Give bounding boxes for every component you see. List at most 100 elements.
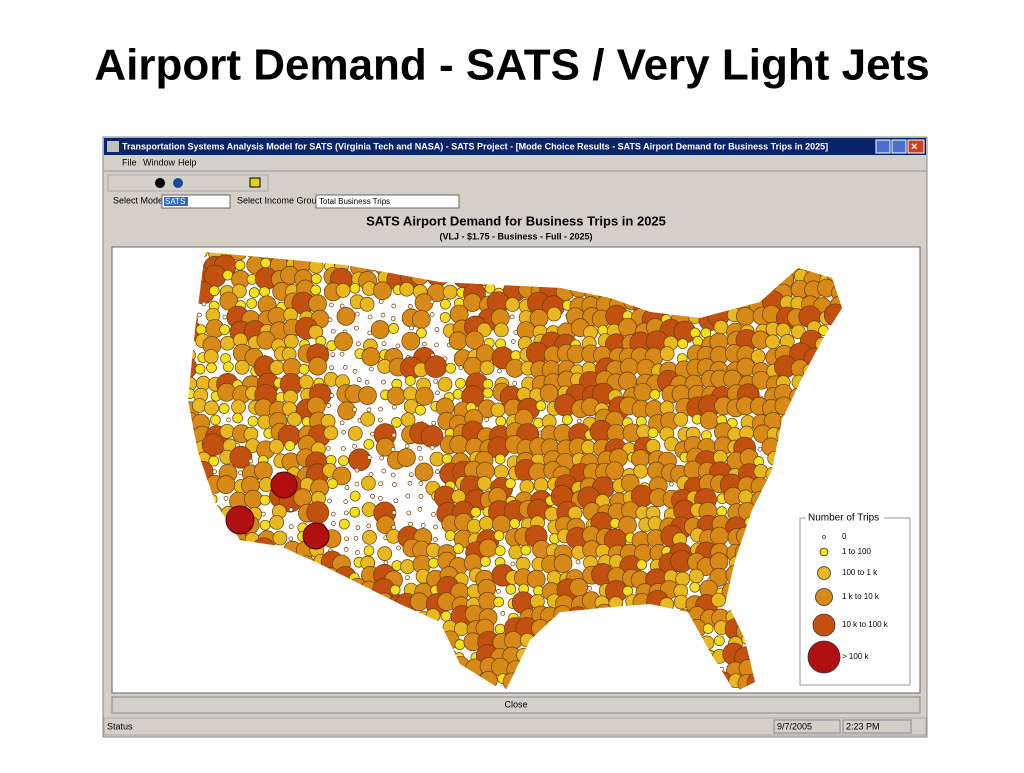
map-bubble: [494, 545, 506, 557]
map-bubble: [479, 360, 495, 376]
map-bubble: [370, 493, 375, 499]
map-bubble: [349, 490, 361, 502]
map-bubble: [259, 519, 271, 531]
map-bubble: [326, 403, 331, 408]
income-select[interactable]: [315, 194, 460, 209]
map-bubble: [526, 569, 546, 589]
map-bubble: [376, 515, 396, 535]
menu-item[interactable]: Help: [178, 157, 197, 167]
map-bubble: [400, 412, 416, 428]
legend-label: 1 k to 10 k: [842, 592, 880, 601]
map-bubble: [330, 511, 336, 517]
map-bubble: [493, 596, 504, 608]
toolbar-buttons[interactable]: [107, 174, 269, 192]
map-bubble: [361, 475, 376, 491]
map-bubble: [435, 390, 440, 396]
map-bubble: [343, 547, 349, 552]
map-bubble: [344, 536, 349, 542]
map-bubble: [226, 417, 231, 423]
map-bubble: [361, 347, 381, 366]
map-bubble: [497, 368, 502, 374]
map-bubble: [448, 331, 468, 351]
map-bubble: [354, 467, 360, 473]
map-bubble: [418, 455, 424, 461]
map-bubble: [711, 592, 726, 608]
map-bubble: [368, 472, 374, 477]
map-bubble: [477, 476, 492, 491]
map-bubble: [390, 447, 396, 452]
map-bubble: [248, 458, 254, 464]
map-bubble: [344, 485, 350, 490]
tool-icon[interactable]: [249, 177, 261, 188]
map-bubble: [380, 312, 386, 318]
map-bubble: [367, 314, 373, 320]
map-bubble: [738, 489, 754, 505]
map-bubble: [618, 371, 637, 391]
close-icon: ×: [911, 141, 917, 153]
map-bubble: [391, 303, 397, 309]
map-bubble: [389, 584, 401, 596]
map-bubble: [362, 530, 377, 545]
tool-icon[interactable]: [155, 178, 165, 188]
map-bubble: [223, 361, 234, 373]
map-bubble: [587, 585, 592, 591]
map-bubble: [335, 283, 351, 298]
menu-item[interactable]: File: [122, 157, 137, 167]
map-bubble: [388, 323, 399, 334]
map-bubble: [248, 287, 260, 298]
map-bubble: [391, 432, 397, 438]
map-bubble: [479, 516, 494, 531]
map-bubble: [197, 312, 202, 318]
tool-icon[interactable]: [173, 178, 183, 188]
map-bubble: [356, 341, 361, 347]
map-bubble: [343, 510, 349, 516]
legend-swatch: [822, 535, 826, 539]
map-bubble: [417, 446, 422, 451]
map-bubble: [553, 554, 573, 573]
map-bubble: [218, 403, 230, 414]
legend-title: Number of Trips: [808, 513, 879, 524]
map-bubble: [355, 525, 361, 530]
map-bubble: [453, 543, 464, 554]
map-bubble: [442, 284, 458, 300]
map-bubble: [406, 510, 412, 516]
map-bubble: [492, 514, 511, 534]
map-bubble: [500, 611, 506, 616]
map-bubble: [203, 349, 219, 364]
map-bubble: [675, 571, 691, 587]
map-bubble: [415, 386, 434, 406]
legend-label: 1 to 100: [842, 547, 871, 556]
minimize-button[interactable]: [875, 139, 891, 154]
close-window-button[interactable]: [907, 139, 925, 154]
map-bubble: [253, 461, 273, 481]
map-bubble: [327, 498, 332, 504]
map-bubble: [209, 285, 220, 297]
menu-item[interactable]: Window: [143, 157, 176, 167]
map-bubble: [229, 445, 253, 469]
map-bubble: [496, 588, 501, 594]
map-bubble: [204, 400, 219, 416]
map-bubble: [428, 557, 439, 569]
map-bubble: [435, 469, 440, 474]
status-date: 9/7/2005: [777, 721, 812, 731]
map-title: SATS Airport Demand for Business Trips i…: [366, 213, 666, 228]
map-bubble: [569, 578, 589, 597]
legend-label: 100 to 1 k: [842, 568, 878, 577]
map-bubble: [334, 332, 353, 351]
close-button[interactable]: [111, 696, 921, 714]
map-bubble: [636, 559, 648, 571]
map-bubble: [232, 412, 243, 424]
map-bubble: [699, 410, 719, 430]
maximize-button[interactable]: [891, 139, 907, 154]
map-bubble: [327, 478, 338, 489]
map-bubble: [298, 363, 310, 375]
map-bubble: [231, 283, 247, 299]
map-bubble: [429, 445, 435, 450]
map-bubble: [692, 335, 704, 347]
map-bubble: [673, 412, 689, 427]
map-bubble: [269, 515, 285, 530]
map-bubble: [216, 475, 236, 495]
close-button-label: Close: [504, 699, 527, 709]
map-bubble: [404, 375, 416, 386]
map-bubble: [352, 407, 357, 413]
